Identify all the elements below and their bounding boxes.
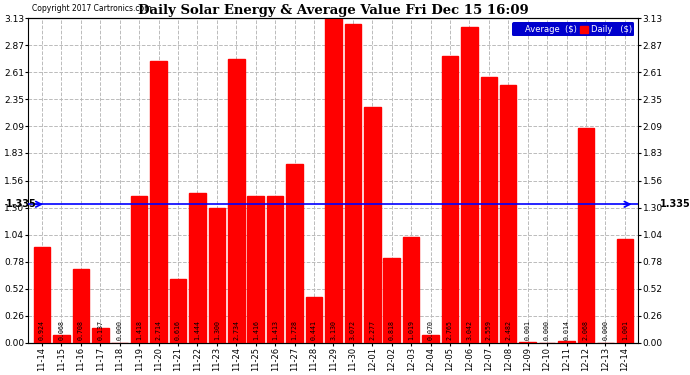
Text: 1.418: 1.418 xyxy=(136,321,142,340)
Bar xyxy=(170,279,186,342)
Text: 1.728: 1.728 xyxy=(292,321,297,340)
Bar xyxy=(364,107,380,342)
Legend: Average  ($), Daily   ($): Average ($), Daily ($) xyxy=(512,22,634,36)
Text: 1.001: 1.001 xyxy=(622,321,628,340)
Text: 3.072: 3.072 xyxy=(350,321,356,340)
Title: Daily Solar Energy & Average Value Fri Dec 15 16:09: Daily Solar Energy & Average Value Fri D… xyxy=(138,4,529,17)
Bar xyxy=(384,258,400,342)
Bar xyxy=(286,164,303,342)
Text: 2.714: 2.714 xyxy=(156,321,161,340)
Text: 1.413: 1.413 xyxy=(272,321,278,340)
Text: 1.335: 1.335 xyxy=(660,199,690,209)
Text: 2.068: 2.068 xyxy=(583,321,589,340)
Text: 0.137: 0.137 xyxy=(97,321,104,340)
Text: 2.277: 2.277 xyxy=(369,321,375,340)
Bar xyxy=(150,62,167,342)
Bar xyxy=(267,196,284,342)
Text: 0.924: 0.924 xyxy=(39,321,45,340)
Text: 0.818: 0.818 xyxy=(388,321,395,340)
Bar xyxy=(558,341,575,342)
Text: 0.000: 0.000 xyxy=(544,321,550,340)
Bar xyxy=(34,247,50,342)
Bar xyxy=(208,208,225,342)
Bar xyxy=(248,196,264,342)
Bar xyxy=(500,86,517,342)
Bar xyxy=(422,335,439,342)
Text: 0.068: 0.068 xyxy=(59,321,64,340)
Text: 1.019: 1.019 xyxy=(408,321,414,340)
Bar xyxy=(92,328,108,342)
Bar xyxy=(461,27,477,342)
Bar xyxy=(442,56,458,342)
Text: 1.416: 1.416 xyxy=(253,321,259,340)
Text: 3.130: 3.130 xyxy=(331,321,337,340)
Text: 0.001: 0.001 xyxy=(524,321,531,340)
Bar xyxy=(578,128,594,342)
Text: 0.070: 0.070 xyxy=(428,321,433,340)
Text: 0.616: 0.616 xyxy=(175,321,181,340)
Text: 2.765: 2.765 xyxy=(447,321,453,340)
Bar xyxy=(306,297,322,342)
Bar xyxy=(131,196,148,342)
Text: 1.335: 1.335 xyxy=(6,199,37,209)
Bar xyxy=(228,59,244,342)
Text: 0.000: 0.000 xyxy=(117,321,123,340)
Text: 0.000: 0.000 xyxy=(602,321,609,340)
Bar xyxy=(189,193,206,342)
Text: 2.482: 2.482 xyxy=(505,321,511,340)
Text: 2.734: 2.734 xyxy=(233,321,239,340)
Text: Copyright 2017 Cartronics.com: Copyright 2017 Cartronics.com xyxy=(32,4,152,13)
Bar xyxy=(480,78,497,342)
Text: 1.444: 1.444 xyxy=(195,321,201,340)
Text: 3.042: 3.042 xyxy=(466,321,473,340)
Text: 0.441: 0.441 xyxy=(311,321,317,340)
Bar xyxy=(344,24,361,342)
Text: 0.014: 0.014 xyxy=(564,321,569,340)
Bar xyxy=(325,18,342,342)
Bar xyxy=(403,237,420,342)
Text: 2.559: 2.559 xyxy=(486,321,492,340)
Bar xyxy=(72,269,89,342)
Bar xyxy=(617,239,633,342)
Text: 0.708: 0.708 xyxy=(78,321,84,340)
Bar xyxy=(53,336,70,342)
Text: 1.300: 1.300 xyxy=(214,321,220,340)
